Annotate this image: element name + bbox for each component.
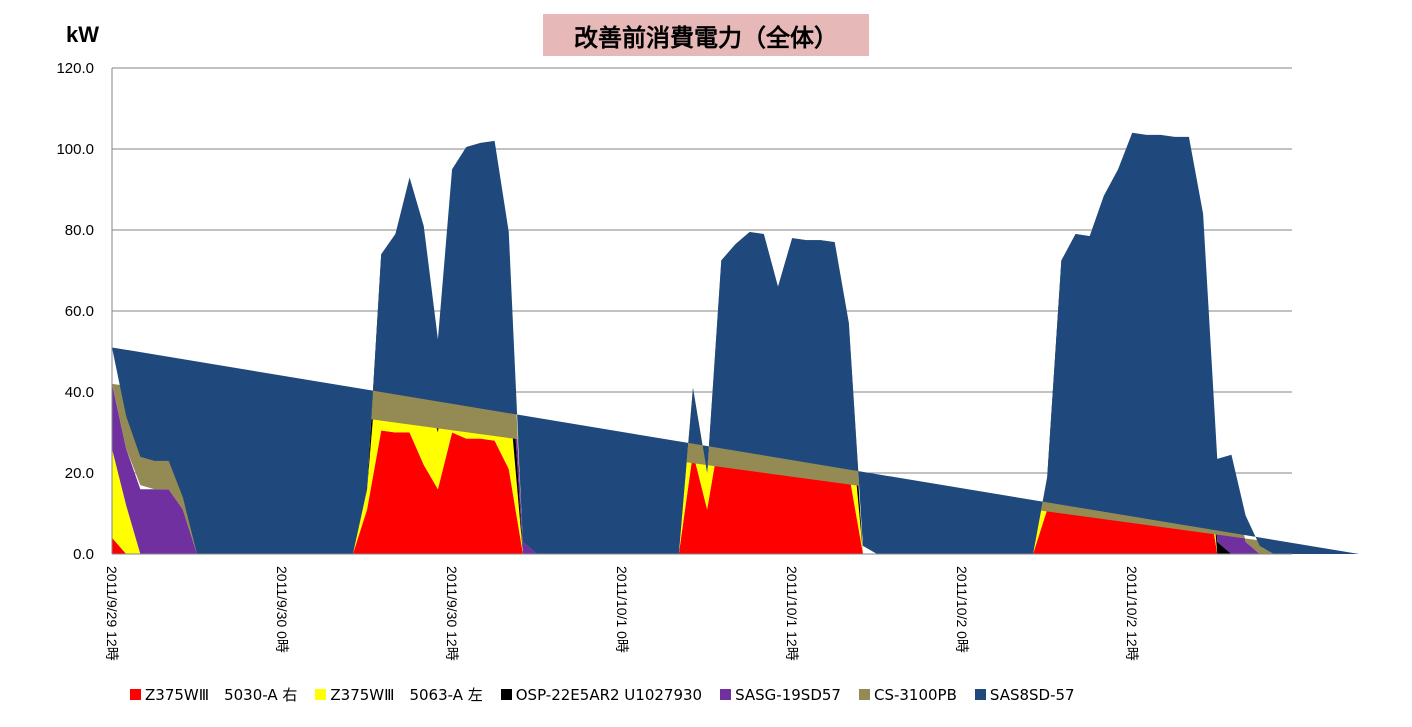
y-tick-label: 0.0 — [73, 546, 94, 563]
chart-title: 改善前消費電力（全体） — [543, 14, 869, 56]
legend: Z375WⅢ 5030-A 右 Z375WⅢ 5063-A 左 OSP-22E5AR… — [130, 684, 1093, 705]
y-tick-label: 20.0 — [65, 465, 94, 482]
legend-swatch — [130, 689, 141, 700]
y-tick-label: 100.0 — [56, 141, 94, 158]
legend-label: OSP-22E5AR2 U1027930 — [515, 685, 703, 704]
legend-item: Z375WⅢ 5063-A 左 — [315, 684, 483, 705]
y-tick-labels: 0.0 20.0 40.0 60.0 80.0 100.0 120.0 — [56, 60, 94, 563]
y-tick-label: 120.0 — [56, 60, 94, 77]
y-tick-label: 60.0 — [65, 303, 94, 320]
legend-label: SASG-19SD57 — [735, 685, 841, 704]
legend-item: CS-3100PB — [858, 684, 957, 705]
axes — [111, 68, 1292, 555]
legend-label: Z375WⅢ 5030-A 右 — [145, 686, 298, 704]
legend-label: SAS8SD-57 — [989, 685, 1075, 704]
legend-swatch — [858, 689, 870, 700]
y-tick-label: 80.0 — [65, 222, 94, 239]
legend-swatch — [500, 689, 512, 700]
legend-label: CS-3100PB — [873, 685, 957, 704]
legend-swatch — [315, 689, 327, 700]
area-series-group — [112, 132, 1374, 555]
legend-label: Z375WⅢ 5063-A 左 — [330, 686, 483, 704]
legend-item: SAS8SD-57 — [974, 684, 1075, 705]
legend-item: Z375WⅢ 5030-A 右 — [130, 684, 297, 705]
x-tick-label: 2011/10/2 12時 — [1124, 566, 1140, 661]
legend-swatch — [974, 689, 986, 700]
x-tick-label: 2011/10/2 0時 — [954, 566, 970, 653]
y-axis-unit-label: kW — [66, 22, 99, 47]
x-tick-labels: 2011/9/29 12時 2011/9/30 0時 2011/9/30 12時 20… — [104, 566, 1140, 661]
x-tick-label: 2011/9/29 12時 — [104, 566, 120, 661]
x-tick-label: 2011/10/1 0時 — [614, 566, 630, 653]
x-tick-label: 2011/10/1 12時 — [784, 566, 800, 661]
x-tick-label: 2011/9/30 12時 — [444, 566, 460, 661]
area-series-6 — [112, 132, 1359, 555]
x-tick-label: 2011/9/30 0時 — [274, 566, 290, 653]
legend-item: OSP-22E5AR2 U1027930 — [500, 684, 703, 705]
legend-item: SASG-19SD57 — [720, 684, 841, 705]
legend-swatch — [720, 689, 732, 700]
y-tick-label: 40.0 — [65, 384, 94, 401]
